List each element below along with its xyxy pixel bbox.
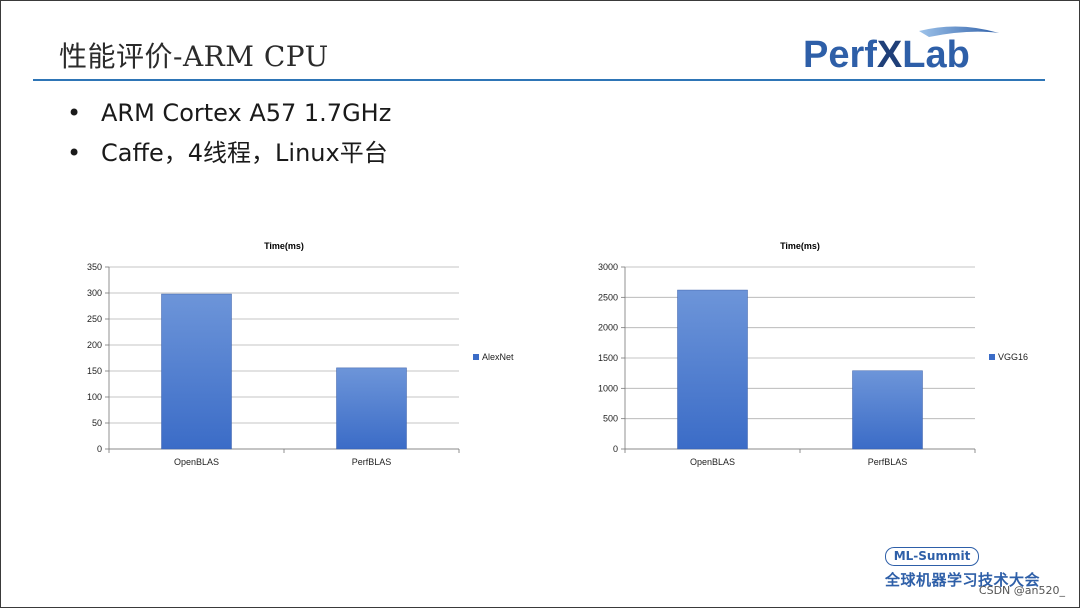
y-tick-label: 250 [87, 314, 102, 324]
bullet-list: • ARM Cortex A57 1.7GHz • Caffe，4线程，Linu… [67, 93, 391, 173]
x-tick-label: PerfBLAS [352, 457, 392, 467]
chart-alexnet: Time(ms) 0 50 100 150 200 250 300 350 OpenBLAS Per… [59, 233, 529, 473]
logo-text-perf: Perf [803, 34, 877, 76]
ml-summit-badge: ML-Summit [885, 547, 979, 566]
bar-perfblas [852, 370, 923, 450]
logo-swoosh [919, 26, 999, 37]
bullet-marker: • [67, 139, 82, 167]
bullet-item-cpu: • ARM Cortex A57 1.7GHz [67, 93, 391, 133]
y-tick-label: 3000 [598, 262, 618, 272]
x-tick-label: OpenBLAS [690, 457, 735, 467]
svg-text:PerfXLab: PerfXLab [803, 34, 970, 76]
logo-text-x: X [877, 34, 903, 76]
y-tick-label: 0 [97, 444, 102, 454]
chart-title: Time(ms) [780, 241, 820, 251]
y-tick-label: 2000 [598, 323, 618, 333]
y-tick-label: 0 [613, 444, 618, 454]
bar-openblas [677, 289, 748, 450]
bar-openblas [161, 293, 232, 450]
bar-perfblas [336, 367, 407, 450]
y-tick-label: 2500 [598, 292, 618, 302]
y-tick-label: 1500 [598, 353, 618, 363]
legend-swatch [473, 354, 479, 360]
x-tick-label: PerfBLAS [868, 457, 908, 467]
bullet-text: ARM Cortex A57 1.7GHz [101, 99, 392, 127]
legend-label: VGG16 [998, 352, 1028, 362]
chart-title: Time(ms) [264, 241, 304, 251]
chart-alexnet-svg: Time(ms) 0 50 100 150 200 250 300 350 OpenBLAS Per… [87, 241, 514, 467]
bullet-item-framework: • Caffe，4线程，Linux平台 [67, 133, 391, 173]
y-tick-label: 300 [87, 288, 102, 298]
slide-title: 性能评价-ARM CPU [59, 40, 329, 73]
bullet-text: Caffe，4线程，Linux平台 [101, 139, 388, 167]
y-tick-label: 1000 [598, 383, 618, 393]
bullet-marker: • [67, 99, 82, 127]
y-tick-label: 350 [87, 262, 102, 272]
event-name: 全球机器学习技术大会 [885, 571, 1041, 589]
y-tick-label: 100 [87, 392, 102, 402]
legend-label: AlexNet [482, 352, 514, 362]
y-tick-label: 200 [87, 340, 102, 350]
legend-swatch [989, 354, 995, 360]
y-tick-label: 150 [87, 366, 102, 376]
chart-vgg16-svg: Time(ms) 0 500 1000 1500 2000 2500 3000 OpenBLAS… [598, 241, 1028, 467]
y-tick-label: 50 [92, 418, 102, 428]
title-underline [33, 79, 1045, 81]
chart-vgg16: Time(ms) 0 500 1000 1500 2000 2500 3000 OpenBLAS… [575, 233, 1045, 473]
csdn-watermark: CSDN @an520_ [978, 584, 1065, 597]
logo-text-lab: Lab [902, 34, 970, 76]
y-tick-label: 500 [603, 414, 618, 424]
x-tick-label: OpenBLAS [174, 457, 219, 467]
perfxlab-logo: PerfXLab [803, 26, 999, 76]
